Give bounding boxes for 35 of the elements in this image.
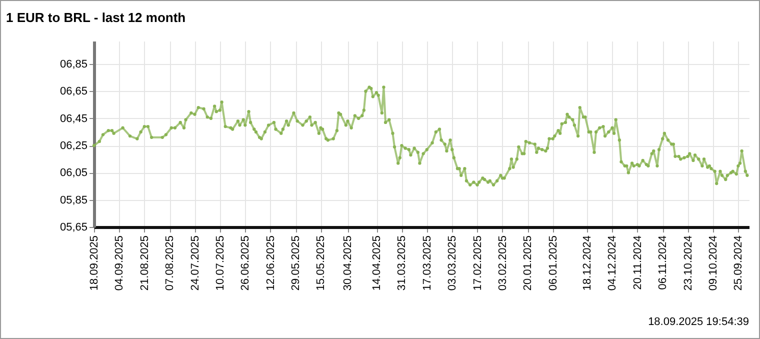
x-tick-label: 07.08.2025 <box>164 236 176 291</box>
y-tick-label: 06,85 <box>60 58 88 71</box>
x-tick-label: 15.05.2025 <box>315 236 328 291</box>
text: 18.09.2025 19:54:39 <box>648 316 749 328</box>
x-tick-label: 23.10.2024 <box>682 236 694 291</box>
y-tick-label: 06,45 <box>60 112 88 125</box>
x-tick-label: 18.12.2024 <box>582 236 594 291</box>
x-tick-label: 12.06.2025 <box>264 236 277 291</box>
x-tick-label: 25.09.2024 <box>732 236 745 291</box>
y-tick-label: 05,85 <box>60 194 88 206</box>
x-tick-label: 20.11.2024 <box>632 236 644 290</box>
x-tick-label: 14.04.2025 <box>371 236 384 291</box>
chart-title: 1 EUR to BRL - last 12 month <box>6 10 186 25</box>
x-tick-label: 03.03.2025 <box>446 236 459 291</box>
x-tick-label: 03.02.2025 <box>496 236 509 291</box>
x-tick-label: 21.08.2025 <box>138 236 151 291</box>
y-tick-label: 05,65 <box>60 222 88 234</box>
x-tick-label: 17.02.2025 <box>472 236 484 291</box>
y-tick-label: 06,05 <box>60 167 88 180</box>
x-tick-label: 20.01.2025 <box>522 236 534 291</box>
x-tick-label: 06.01.2025 <box>547 236 560 291</box>
x-tick-label: 10.07.2025 <box>214 236 226 291</box>
y-tick-label: 06,25 <box>60 140 88 152</box>
x-tick-label: 09.10.2024 <box>708 236 720 291</box>
x-tick-label: 30.04.2025 <box>342 236 354 291</box>
x-tick-label: 18.09.2025 <box>88 236 100 291</box>
x-tick-label: 31.03.2025 <box>396 236 408 291</box>
x-tick-label: 24.07.2025 <box>189 236 202 291</box>
x-tick-label: 04.09.2025 <box>114 236 126 291</box>
x-tick-label: 17.03.2025 <box>421 236 434 291</box>
x-tick-label: 04.12.2024 <box>606 236 619 291</box>
x-tick-label: 26.06.2025 <box>240 236 252 291</box>
x-tick-label: 29.05.2025 <box>290 236 302 291</box>
y-tick-label: 06,65 <box>60 86 88 98</box>
x-tick-label: 06.11.2024 <box>657 236 670 290</box>
